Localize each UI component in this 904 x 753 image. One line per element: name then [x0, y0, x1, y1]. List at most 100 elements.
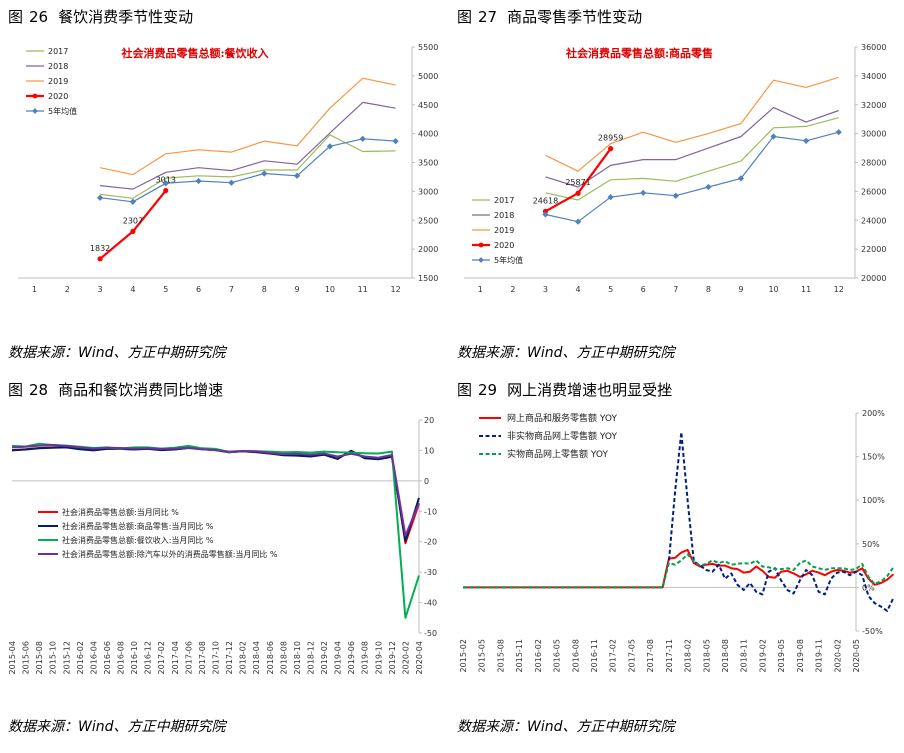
series-point — [129, 198, 137, 205]
series-point — [228, 179, 235, 186]
legend-item: 2018 — [26, 62, 68, 71]
chart-title: 社会消费品零售总额:餐饮收入 — [120, 46, 268, 60]
legend-label: 5年均值 — [48, 106, 77, 116]
series-line-5年均值 — [100, 138, 396, 203]
y-tick-label: 10 — [424, 446, 434, 455]
x-tick-label: 2019-05 — [777, 639, 786, 672]
y-tick-label: 2500 — [418, 216, 438, 225]
legend-item: 社会消费品零售总额:除汽车以外的消费品零售额:当月同比 % — [38, 549, 278, 559]
x-tick-label: 7 — [673, 285, 678, 294]
y-tick-label: 5000 — [418, 72, 438, 81]
series-line — [463, 553, 895, 589]
x-tick-label: 2019-06 — [347, 641, 356, 674]
x-tick-label: 2017-05 — [627, 639, 636, 672]
x-tick-label: 8 — [706, 285, 711, 294]
figure-number: 28 — [29, 381, 49, 399]
y-tick-label: -20 — [424, 538, 437, 547]
y-tick-label: -10 — [424, 507, 437, 516]
legend-item: 2019 — [26, 77, 68, 86]
y-tick-label: -40 — [424, 599, 437, 608]
series-line-2019 — [99, 77, 396, 176]
y-tick-label: 5500 — [418, 43, 438, 52]
x-tick-label: 2016-04 — [89, 641, 98, 674]
series-point — [835, 129, 842, 136]
figure-prefix: 图 — [457, 8, 473, 26]
figure-number: 29 — [478, 381, 498, 399]
x-tick-label: 2020-02 — [401, 641, 410, 674]
x-tick-label: 2019-11 — [815, 639, 824, 672]
x-tick-label: 2018-11 — [740, 639, 749, 672]
x-tick-label: 2018-08 — [721, 639, 730, 672]
series-point — [672, 192, 679, 199]
y-tick-label: 0 — [424, 477, 429, 486]
x-tick-label: 4 — [575, 285, 580, 294]
figure-caption: 商品和餐饮消费同比增速 — [58, 381, 224, 399]
chart-title: 社会消费品零售总额:商品零售 — [565, 46, 713, 60]
x-tick-label: 4 — [130, 285, 135, 294]
x-tick-label: 2019-10 — [374, 641, 383, 674]
series-point — [705, 183, 712, 191]
legend-label: 社会消费品零售总额:商品零售:当月同比 % — [62, 521, 214, 531]
x-tick-label: 9 — [738, 285, 743, 294]
x-tick-label: 2015-08 — [496, 639, 505, 672]
x-tick-label: 2016-05 — [553, 639, 562, 672]
y-tick-label: 32000 — [861, 101, 886, 110]
legend-item: 社会消费品零售总额:当月同比 % — [38, 507, 179, 517]
x-tick-label: 2018-05 — [702, 639, 711, 672]
x-tick-label: 2016-02 — [76, 641, 85, 674]
legend-item: 2017 — [472, 196, 514, 205]
x-tick-label: 2019-02 — [758, 639, 767, 672]
x-tick-label: 2017-08 — [198, 641, 207, 674]
x-tick-label: 2017-02 — [609, 639, 618, 672]
series-line-2017 — [100, 134, 396, 199]
data-label: 3013 — [156, 176, 176, 185]
series-point — [575, 190, 581, 196]
y-tick-label: 34000 — [861, 72, 886, 81]
x-tick-label: 2015-12 — [62, 641, 71, 674]
legend-item: 非实物商品网上零售额 YOY — [479, 430, 617, 442]
series-point — [392, 138, 399, 145]
legend-item: 2019 — [472, 226, 514, 235]
data-label: 2307 — [123, 216, 143, 225]
legend-item: 5年均值 — [26, 106, 77, 116]
x-tick-label: 12 — [390, 285, 400, 294]
legend-item: 2020 — [472, 241, 514, 250]
series-point — [96, 194, 104, 201]
figure-number: 26 — [29, 8, 49, 26]
data-label: 25871 — [565, 178, 590, 187]
legend-item: 5年均值 — [472, 255, 523, 265]
x-tick-label: 12 — [834, 285, 844, 294]
y-tick-label: 22000 — [861, 245, 886, 254]
x-tick-label: 2017-12 — [225, 641, 234, 674]
figure-title-27: 图 27 商品零售季节性变动 — [457, 6, 642, 27]
series-point — [163, 188, 169, 194]
x-tick-label: 2018-04 — [252, 641, 261, 674]
y-tick-label: -50 — [424, 629, 437, 638]
x-tick-label: 2015-10 — [49, 641, 58, 674]
y-tick-label: 26000 — [861, 187, 886, 196]
x-tick-label: 2016-02 — [534, 639, 543, 672]
x-tick-label: 2017-04 — [171, 641, 180, 674]
y-tick-label: 3500 — [418, 159, 438, 168]
x-tick-label: 2016-10 — [130, 641, 139, 674]
x-tick-label: 2015-02 — [459, 639, 468, 672]
legend-marker — [32, 93, 38, 99]
figure-prefix: 图 — [8, 381, 24, 399]
x-tick-label: 11 — [801, 285, 811, 294]
x-tick-label: 10 — [325, 285, 335, 294]
x-tick-label: 2019-08 — [796, 639, 805, 672]
x-tick-label: 2015-05 — [478, 639, 487, 672]
x-tick-label: 2019-12 — [388, 641, 397, 674]
x-tick-label: 2017-08 — [646, 639, 655, 672]
legend-label: 网上商品和服务零售额 YOY — [507, 412, 617, 424]
legend-item: 实物商品网上零售额 YOY — [479, 448, 608, 460]
series-line-2018 — [545, 106, 839, 188]
x-tick-label: 2017-11 — [665, 639, 674, 672]
seasonal-chart-2: 20000 22000 24000 26000 28000 30000 32000 34000… — [464, 43, 886, 294]
x-tick-label: 2015-08 — [35, 641, 44, 674]
x-tick-label: 10 — [768, 285, 778, 294]
x-tick-label: 2018-10 — [293, 641, 302, 674]
x-tick-label: 2019-02 — [320, 641, 329, 674]
series-point — [542, 208, 549, 214]
x-tick-label: 2018-12 — [306, 641, 315, 674]
